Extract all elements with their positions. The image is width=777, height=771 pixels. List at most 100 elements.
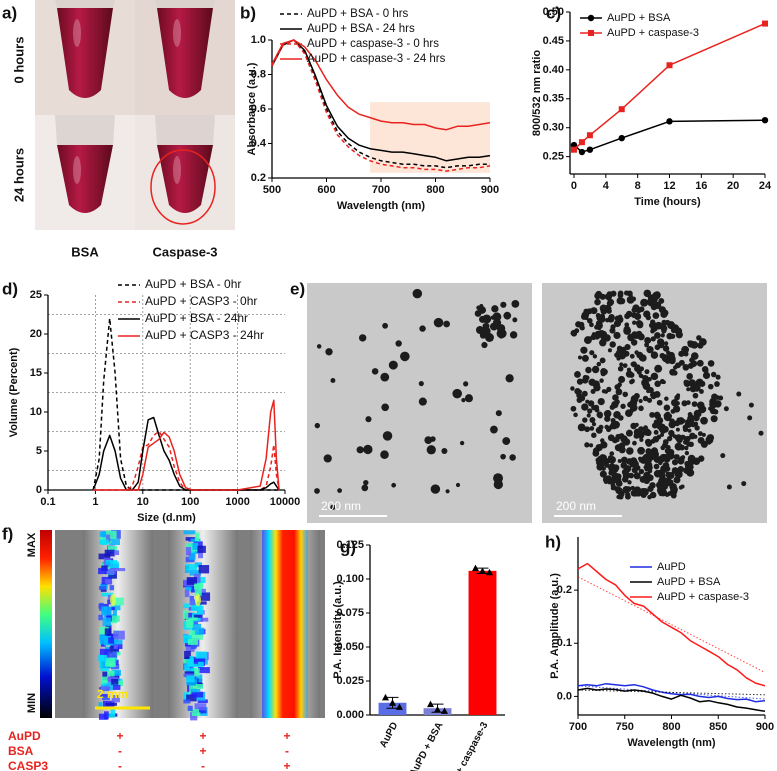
particle <box>650 351 659 359</box>
legend-label: AuPD + BSA <box>607 12 671 24</box>
particle <box>610 421 619 430</box>
pa-signal <box>184 569 189 573</box>
particle <box>592 354 598 359</box>
particle <box>589 322 594 328</box>
particle <box>323 454 332 463</box>
particle <box>490 315 496 320</box>
particle <box>618 490 625 497</box>
y-axis-label: 800/532 nm ratio <box>531 50 543 136</box>
particle <box>670 327 677 334</box>
particle <box>675 331 683 339</box>
particle <box>610 485 616 491</box>
pa-signal <box>185 644 195 652</box>
particle <box>669 368 677 376</box>
particle <box>616 315 624 324</box>
particle <box>663 479 671 487</box>
particle <box>314 422 321 429</box>
x-tick-label: 800 <box>426 184 444 196</box>
particle <box>577 389 583 395</box>
particle <box>625 429 633 437</box>
pa-signal <box>186 675 195 683</box>
pa-signal <box>105 657 116 667</box>
particle <box>633 428 641 436</box>
legend-label: AuPD + BSA - 24hr <box>145 311 248 325</box>
pa-signal <box>106 713 115 718</box>
particle <box>630 311 638 319</box>
y-tick-label: 0.050 <box>336 641 364 653</box>
particle <box>638 398 643 404</box>
particle <box>649 482 656 489</box>
pa-signal <box>113 550 120 556</box>
particle <box>687 454 696 463</box>
pa-signal <box>99 539 109 545</box>
particle <box>619 362 624 367</box>
particle <box>632 440 637 446</box>
particle <box>646 474 654 482</box>
particle <box>430 484 441 494</box>
pa-signal <box>187 705 193 712</box>
particle <box>748 402 754 408</box>
particle <box>693 409 702 418</box>
pa-hotspot <box>195 594 201 606</box>
particle <box>589 426 595 431</box>
particle <box>709 407 717 415</box>
marker <box>666 118 673 125</box>
particle <box>675 401 680 406</box>
particle <box>622 391 629 398</box>
pa-signal <box>107 599 113 605</box>
particle <box>718 395 724 401</box>
particle <box>638 306 645 313</box>
particle <box>361 484 369 492</box>
particle <box>661 319 667 326</box>
particle <box>663 341 669 346</box>
particle <box>596 463 603 471</box>
particle <box>633 472 641 480</box>
pa-signal <box>112 609 118 619</box>
pa-signal <box>100 686 111 691</box>
scale-label: 2 mm <box>97 687 128 701</box>
particle <box>625 310 633 318</box>
marker <box>570 146 577 153</box>
particle <box>679 455 685 462</box>
legend-label: AuPD + BSA - 0hr <box>145 277 241 291</box>
pa-signal <box>98 614 103 621</box>
particle <box>680 484 685 489</box>
x-tick-label: 800 <box>662 721 680 733</box>
particle <box>631 361 637 367</box>
pa-signal <box>197 545 206 553</box>
x-axis-label: Size (d.nm) <box>137 512 196 524</box>
y-axis-label: Volume (Percent) <box>8 347 20 437</box>
x-tick-label: 850 <box>709 721 727 733</box>
particle <box>664 357 671 364</box>
particle <box>581 390 588 397</box>
highlight-circle <box>150 149 216 225</box>
pa-signal <box>113 643 123 650</box>
pa-signal <box>197 699 208 704</box>
pa-signal <box>112 669 121 676</box>
particle <box>646 397 653 403</box>
particle <box>316 344 322 349</box>
particle <box>620 403 626 409</box>
pa-signal <box>112 597 124 606</box>
particle <box>668 479 674 485</box>
particle <box>459 440 465 446</box>
legend-label: AuPD + caspase-3 - 24 hrs <box>307 53 446 65</box>
particle <box>587 336 593 341</box>
particle <box>642 382 651 390</box>
row-sign: + <box>199 744 206 758</box>
panel-label: e) <box>290 279 305 298</box>
y-tick-label: 15 <box>30 367 42 379</box>
particle <box>691 401 698 407</box>
particle <box>593 404 600 411</box>
particle <box>623 465 632 473</box>
particle <box>674 405 679 411</box>
particle <box>461 398 466 403</box>
particle <box>667 351 675 359</box>
row-label: 24 hours <box>11 148 26 202</box>
legend-marker <box>587 14 595 22</box>
particle <box>690 360 698 367</box>
particle <box>683 379 689 385</box>
particle <box>653 463 660 470</box>
particle <box>700 416 708 425</box>
series-line <box>577 687 766 713</box>
